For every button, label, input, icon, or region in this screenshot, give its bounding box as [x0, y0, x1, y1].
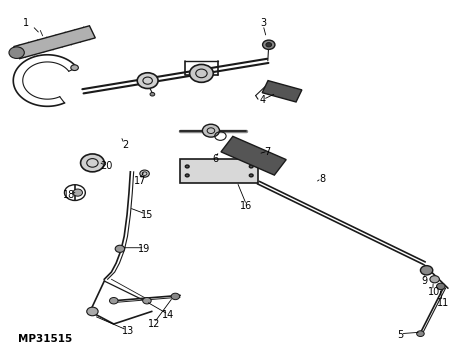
Circle shape [430, 276, 439, 283]
Text: 3: 3 [260, 18, 266, 28]
Polygon shape [221, 136, 286, 175]
Circle shape [143, 297, 151, 304]
Circle shape [87, 307, 98, 316]
Text: 9: 9 [421, 276, 427, 286]
Text: 8: 8 [319, 174, 325, 184]
Circle shape [420, 266, 433, 275]
Circle shape [249, 165, 253, 168]
Text: 6: 6 [213, 154, 219, 164]
Text: 18: 18 [63, 190, 75, 200]
Text: 11: 11 [437, 297, 449, 308]
Circle shape [81, 154, 104, 172]
Text: 17: 17 [134, 176, 146, 186]
Circle shape [185, 165, 189, 168]
Text: MP31515: MP31515 [18, 334, 72, 344]
Text: 1: 1 [23, 18, 29, 28]
Circle shape [171, 293, 180, 300]
Polygon shape [180, 159, 258, 183]
Polygon shape [14, 26, 95, 59]
Circle shape [115, 245, 125, 252]
Circle shape [417, 331, 424, 337]
Text: 5: 5 [397, 330, 404, 340]
Text: 16: 16 [240, 201, 253, 211]
Circle shape [185, 174, 189, 177]
Text: 13: 13 [122, 326, 134, 336]
Text: 4: 4 [260, 95, 266, 105]
Circle shape [263, 40, 275, 49]
Polygon shape [262, 81, 302, 102]
Text: 19: 19 [138, 244, 151, 254]
Circle shape [109, 297, 118, 304]
Text: 20: 20 [100, 161, 113, 171]
Circle shape [150, 92, 155, 96]
Circle shape [266, 43, 272, 47]
Text: 14: 14 [162, 310, 174, 320]
Circle shape [140, 170, 149, 177]
Circle shape [73, 189, 82, 196]
Circle shape [202, 124, 219, 137]
Circle shape [71, 65, 78, 71]
Text: 15: 15 [141, 210, 153, 220]
Text: 12: 12 [148, 319, 160, 329]
Circle shape [437, 283, 445, 290]
Text: 2: 2 [122, 140, 129, 150]
Circle shape [137, 73, 158, 88]
Text: 10: 10 [428, 287, 440, 297]
Circle shape [9, 47, 24, 58]
Text: 7: 7 [264, 147, 271, 157]
Circle shape [190, 64, 213, 82]
Circle shape [249, 174, 253, 177]
